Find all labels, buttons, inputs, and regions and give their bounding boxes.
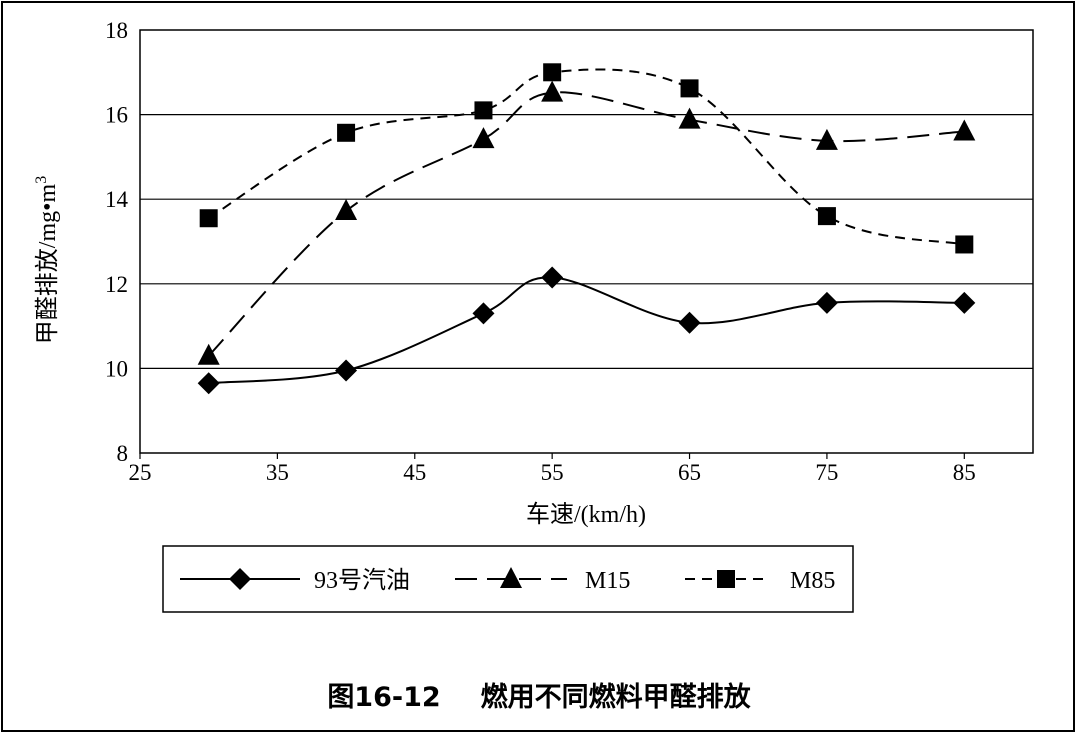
caption-title: 燃用不同燃料甲醛排放	[481, 681, 752, 713]
series-line-2	[207, 91, 965, 357]
x-tick-label: 85	[953, 460, 976, 485]
y-tick-label: 18	[105, 18, 128, 43]
x-tick-label: 25	[129, 460, 152, 485]
legend-marker-diamond	[229, 568, 251, 590]
x-tick-label: 35	[266, 460, 289, 485]
data-point-diamond	[472, 302, 495, 325]
data-point-triangle	[815, 128, 838, 150]
series-3	[199, 63, 974, 254]
data-point-diamond	[678, 311, 701, 334]
series-line-1	[208, 276, 965, 385]
legend-marker-triangle	[500, 567, 522, 588]
axis-ticks: 8 10 12 14 16 18 25 35 45 55 65 75 85	[105, 18, 976, 485]
legend-label: M85	[790, 568, 835, 594]
data-point-square	[474, 101, 493, 120]
data-point-triangle	[472, 127, 495, 149]
data-point-diamond	[953, 291, 976, 314]
legend-marker-square	[717, 570, 735, 588]
data-point-diamond	[335, 359, 358, 382]
series-line-3	[208, 68, 965, 246]
x-tick-label: 65	[678, 460, 701, 485]
y-tick-label: 8	[117, 441, 129, 466]
data-point-square	[817, 207, 836, 226]
data-point-square	[543, 63, 562, 82]
y-tick-label: 14	[105, 187, 129, 212]
series-1	[197, 266, 976, 395]
series-2	[197, 80, 976, 365]
data-point-triangle	[678, 107, 701, 129]
legend-label: M15	[585, 568, 630, 594]
data-point-diamond	[541, 266, 564, 289]
y-tick-label: 12	[105, 272, 128, 297]
data-point-triangle	[335, 199, 358, 221]
x-tick-label: 45	[403, 460, 426, 485]
y-tick-label: 16	[105, 103, 128, 128]
data-point-diamond	[815, 291, 838, 314]
data-point-triangle	[541, 80, 564, 102]
data-point-triangle	[197, 343, 220, 365]
data-point-triangle	[953, 119, 976, 141]
data-point-square	[337, 123, 356, 142]
series-group	[197, 63, 976, 395]
data-point-square	[955, 235, 974, 254]
y-tick-label: 10	[105, 356, 128, 381]
x-tick-label: 55	[541, 460, 564, 485]
plot-area	[139, 29, 1034, 454]
x-axis-title: 车速/(km/h)	[526, 501, 646, 528]
data-point-diamond	[197, 372, 220, 395]
figure-caption: 图16-12 燃用不同燃料甲醛排放	[327, 681, 751, 713]
caption-prefix: 图16-12	[327, 682, 440, 713]
data-point-square	[199, 209, 218, 228]
x-tick-label: 75	[815, 460, 838, 485]
legend-label: 93号汽油	[314, 567, 410, 594]
data-point-square	[680, 79, 699, 98]
gridlines	[140, 113, 1033, 369]
legend: 93号汽油 M15 M85	[180, 567, 835, 594]
y-axis-title: 甲醛排放/mg•m3	[33, 176, 61, 344]
